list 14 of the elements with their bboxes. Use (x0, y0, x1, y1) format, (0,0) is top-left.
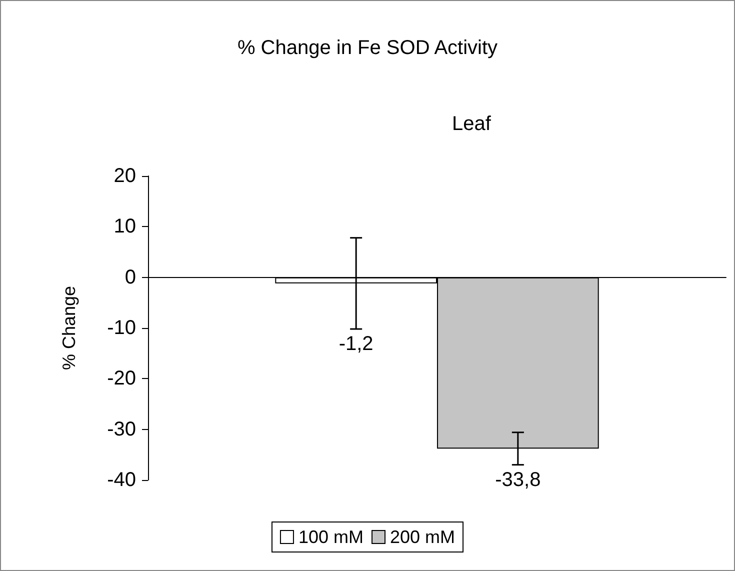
data-label: -1,2 (338, 333, 374, 356)
chart-title: % Change in Fe SOD Activity (237, 37, 498, 59)
data-label: -33,8 (495, 468, 541, 491)
y-tick-label: -30 (107, 418, 136, 440)
legend-label: 100 mM (298, 527, 364, 547)
y-tick-label: -20 (107, 368, 136, 390)
legend-label: 200 mM (390, 527, 456, 547)
y-tick-label: -10 (107, 317, 136, 339)
chart-subtitle: Leaf (452, 113, 492, 135)
y-tick-label: 0 (124, 266, 136, 288)
y-tick-label: -40 (107, 469, 136, 491)
y-tick-label: 10 (114, 216, 136, 238)
y-tick-label: 20 (114, 165, 136, 187)
y-axis-title: % Change (59, 286, 79, 370)
